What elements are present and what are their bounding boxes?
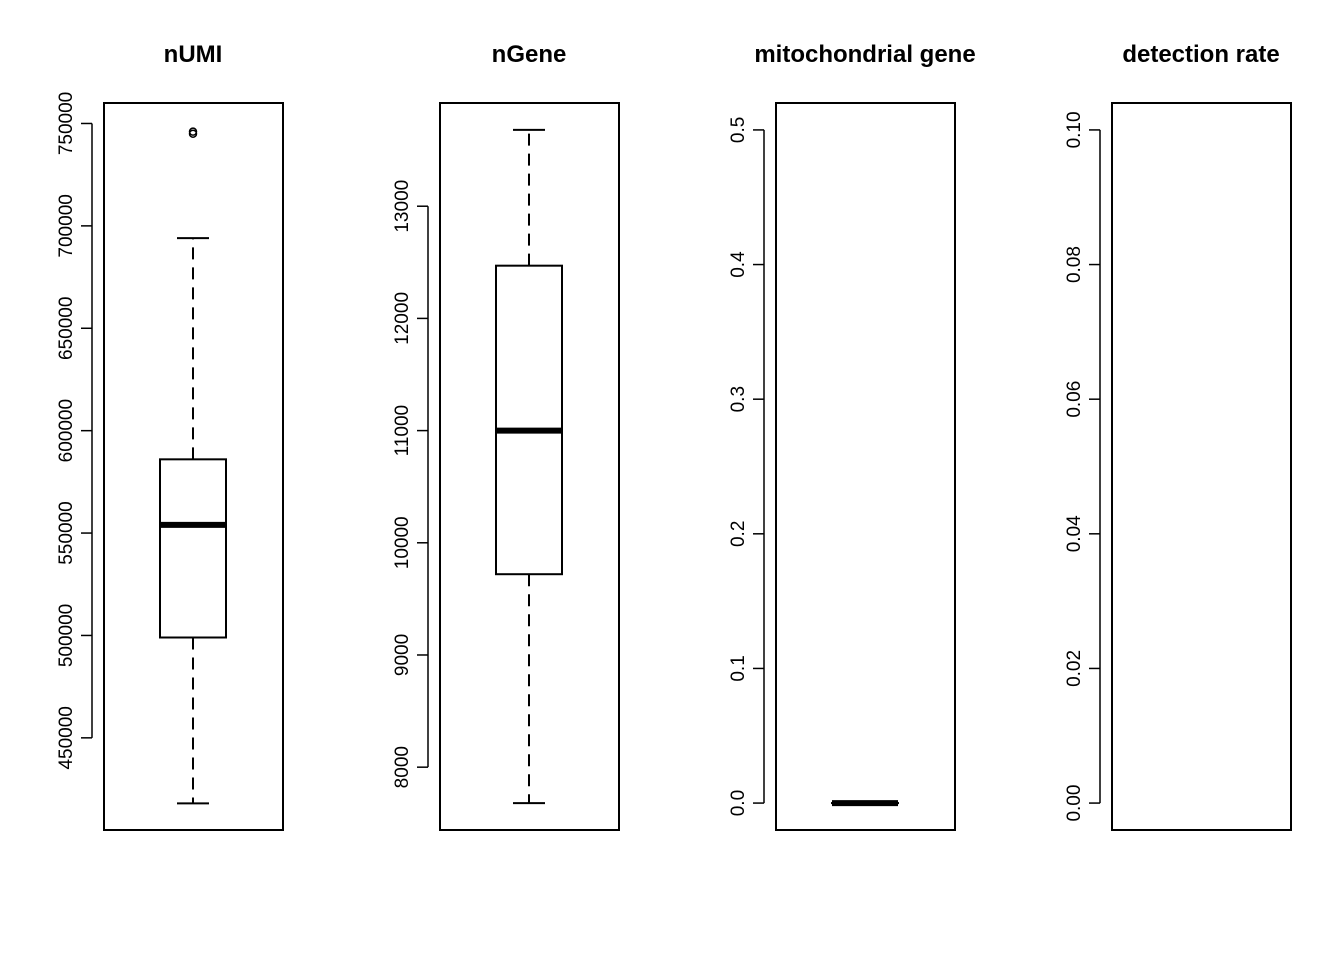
y-tick-label: 0.00 xyxy=(1064,785,1085,822)
y-tick-label: 10000 xyxy=(392,516,413,569)
iqr-box xyxy=(495,264,563,576)
y-tick-label: 11000 xyxy=(392,405,413,456)
y-tick-label: 700000 xyxy=(56,194,77,257)
y-tick-label: 9000 xyxy=(392,634,413,676)
y-tick-label: 13000 xyxy=(392,180,413,233)
plot-frame xyxy=(439,102,620,831)
y-tick-label: 0.06 xyxy=(1064,381,1085,418)
y-tick-label: 0.02 xyxy=(1064,650,1085,687)
y-tick-label: 12000 xyxy=(392,292,413,345)
plot-frame xyxy=(1111,102,1292,831)
y-tick-label: 450000 xyxy=(56,706,77,769)
panel-mitochondrial-gene: mitochondrial gene 0.0 0.1 0.2 0.3 0.4 0.5 xyxy=(728,41,976,831)
y-tick-label: 0.4 xyxy=(728,251,749,278)
y-tick-label: 0.04 xyxy=(1064,515,1085,552)
y-tick-label: 0.2 xyxy=(728,521,749,547)
y-tick-label: 600000 xyxy=(56,399,77,462)
iqr-box xyxy=(159,458,227,639)
panel-title: nGene xyxy=(492,41,567,68)
y-tick-label: 0.10 xyxy=(1064,111,1085,148)
y-tick-label: 0.5 xyxy=(728,117,749,143)
y-tick-label: 500000 xyxy=(56,604,77,667)
panel-detection-rate: detection rate 0.00 0.02 0.04 0.06 0.08 0.10 xyxy=(1064,41,1292,831)
y-tick-label: 0.0 xyxy=(728,790,749,816)
panel-ngene: nGene 8000 9000 10000 11000 12000 13000 xyxy=(392,41,620,831)
panel-title: mitochondrial gene xyxy=(754,41,975,68)
panel-numi: nUMI 450000 500000 550000 600000 650000 70000… xyxy=(56,41,284,831)
y-tick-label: 550000 xyxy=(56,501,77,564)
y-tick-label: 0.1 xyxy=(728,655,749,681)
y-tick-label: 750000 xyxy=(56,92,77,155)
y-tick-label: 0.08 xyxy=(1064,246,1085,283)
plot-frame xyxy=(103,102,284,831)
panel-title: detection rate xyxy=(1122,41,1279,68)
plot-frame xyxy=(775,102,956,831)
panel-title: nUMI xyxy=(164,41,223,68)
y-tick-label: 0.3 xyxy=(728,386,749,412)
y-tick-label: 8000 xyxy=(392,746,413,788)
y-tick-label: 650000 xyxy=(56,297,77,360)
outlier-point xyxy=(188,127,198,136)
